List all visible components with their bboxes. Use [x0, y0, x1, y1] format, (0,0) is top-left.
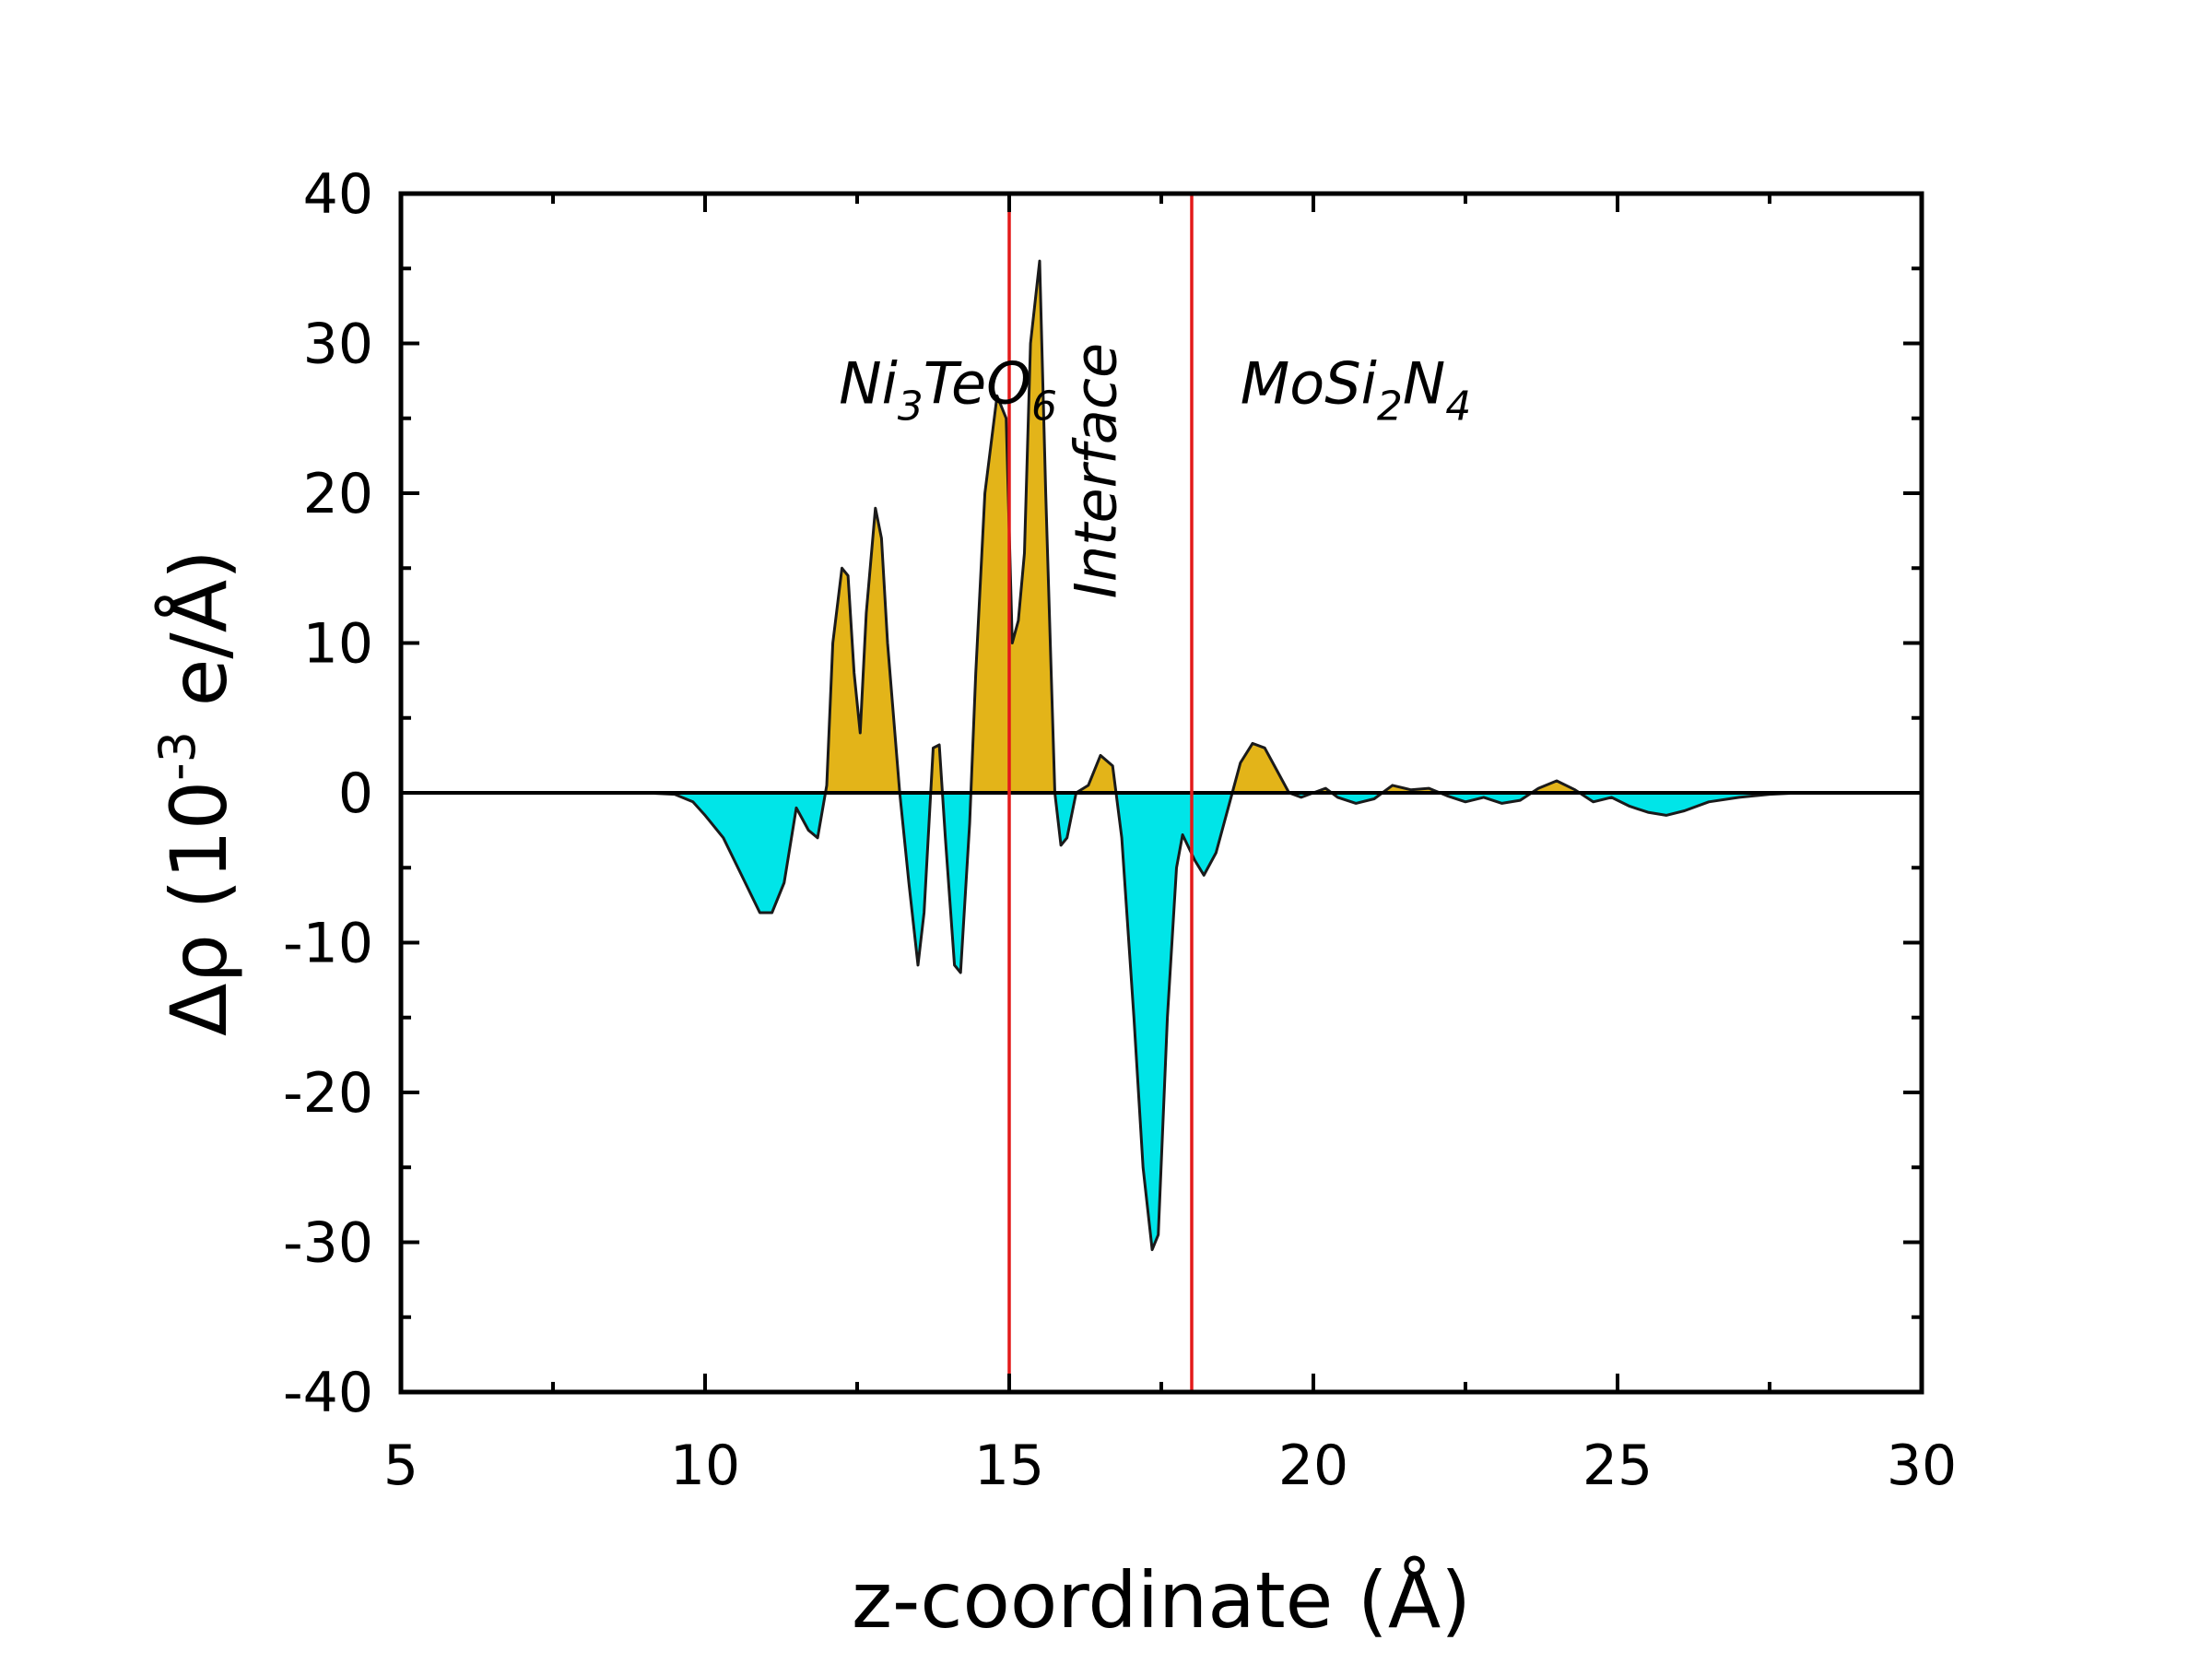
region-label-1: Interface [1063, 343, 1130, 599]
y-tick-label-2: -20 [283, 1061, 373, 1126]
area-fills [644, 261, 1922, 1250]
y-tick-label-1: -30 [283, 1211, 373, 1276]
y-tick-label-5: 10 [303, 612, 373, 677]
x-tick-label-3: 20 [1278, 1434, 1348, 1498]
y-tick-label-0: -40 [283, 1361, 373, 1425]
y-axis-title-main: Δρ (10 [154, 781, 244, 1036]
region-label-sub-0-1: 3 [898, 384, 924, 431]
y-tick-label-8: 40 [303, 162, 373, 227]
region-label-2: MoSi2N4 [1241, 350, 1471, 431]
positive-area-2 [825, 508, 900, 793]
region-label-part-2-2: N [1403, 350, 1445, 418]
series-outline [643, 259, 1922, 1252]
y-axis-title-exponent: -3 [148, 731, 206, 781]
y-axis-title-unit: e/Å) [153, 549, 244, 731]
region-labels: Ni3TeO6 Interface MoSi2N4 [839, 343, 1471, 599]
x-axis-title: z-coordinate (Å) [852, 1554, 1471, 1646]
negative-area-9 [1115, 793, 1232, 1250]
x-tick-label-5: 30 [1887, 1434, 1957, 1498]
y-tick-labels: -40 -30 -20 -10 0 10 20 30 40 [283, 162, 373, 1425]
positive-area-8 [1076, 755, 1116, 793]
region-label-part-0-0: Ni [839, 350, 898, 418]
series-outline-layer [643, 259, 1922, 1252]
y-axis-title-group: Δρ (10-3 e/Å) [148, 549, 244, 1036]
positive-area-6 [971, 261, 1055, 794]
negative-area-13 [1331, 793, 1382, 804]
negative-area-5 [942, 793, 971, 973]
region-label-sub-2-1: 2 [1377, 384, 1403, 431]
region-label-sub-2-3: 4 [1445, 384, 1471, 431]
boundary-lines [1007, 194, 1194, 1392]
y-axis-title: Δρ (10-3 e/Å) [148, 549, 244, 1036]
y-tick-label-7: 30 [303, 313, 373, 377]
positive-area-10 [1232, 743, 1289, 793]
region-label-sub-0-3: 6 [1031, 384, 1057, 431]
x-tick-label-4: 25 [1583, 1434, 1653, 1498]
x-tick-labels: 5 10 15 20 25 30 [383, 1434, 1957, 1498]
negative-area-17 [1579, 793, 1922, 816]
negative-area-1 [644, 793, 826, 913]
tick-marks [399, 192, 1924, 1394]
x-tick-label-2: 15 [974, 1434, 1044, 1498]
region-label-part-0-2: TeO [924, 350, 1031, 418]
positive-area-16 [1531, 781, 1580, 793]
region-label-0: Ni3TeO6 [839, 350, 1057, 431]
x-tick-label-0: 5 [383, 1434, 418, 1498]
y-tick-label-6: 20 [303, 462, 373, 526]
y-tick-label-3: -10 [283, 912, 373, 976]
y-tick-label-4: 0 [338, 761, 373, 826]
region-label-part-2-0: MoSi [1241, 350, 1377, 418]
x-tick-label-1: 10 [670, 1434, 740, 1498]
